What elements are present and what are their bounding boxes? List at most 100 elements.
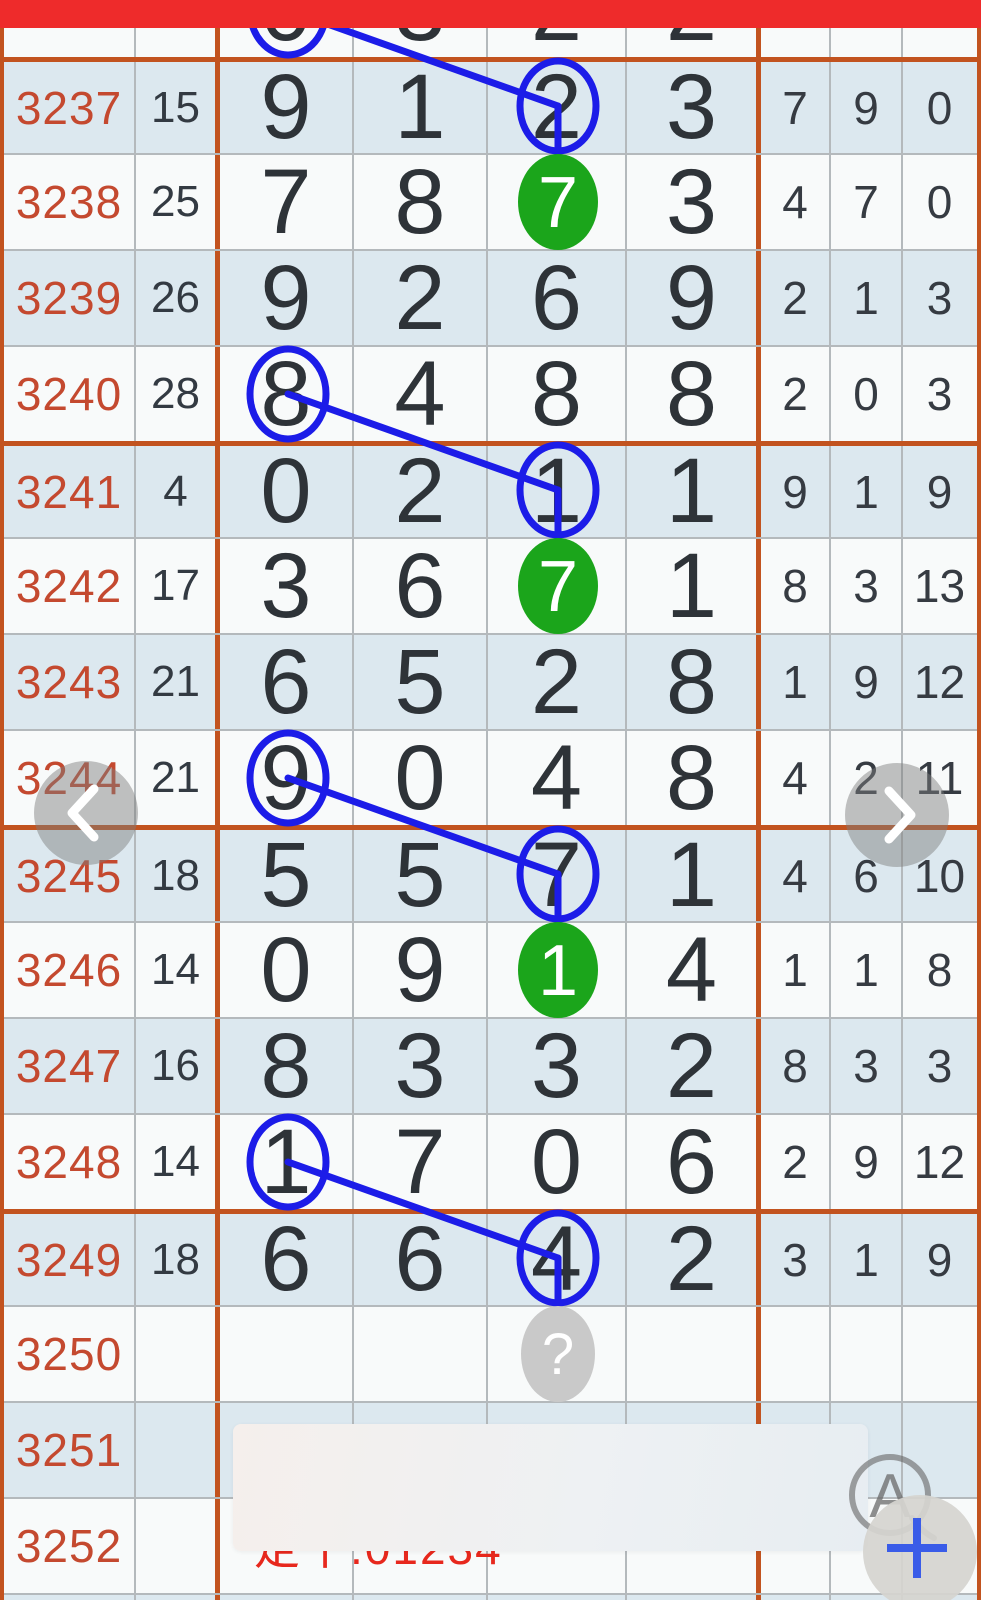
table-row: 3239 26 9 2 6 9 2 1 3 [4, 249, 977, 345]
stat-cell: 9 [761, 446, 831, 537]
digit-cell: 1 [488, 446, 627, 537]
digit-cell: 6 [220, 1214, 354, 1305]
digit-cell: 5 [220, 830, 354, 921]
stat-cell: 9 [926, 1233, 953, 1286]
table-row: 3243 21 6 5 2 8 1 9 12 [4, 633, 977, 729]
digit-cell: 7 [488, 155, 627, 249]
stat-cell: 2 [761, 1115, 831, 1209]
stat-cell: 2 [831, 731, 903, 825]
period-cell: 3245 [4, 830, 136, 921]
period-cell: 3239 [4, 251, 136, 345]
stat-cell: 0 [926, 81, 953, 134]
table-row: 3244 21 9 0 4 8 4 2 11 [4, 729, 977, 825]
period-cell: 3252 [4, 1499, 136, 1593]
stat-cell: 13 [913, 560, 966, 612]
stat-cell [761, 0, 831, 57]
sum-cell [136, 1595, 215, 1600]
chevron-right-icon [884, 786, 916, 844]
period-cell [4, 0, 136, 57]
digit-cell: 4 [488, 731, 627, 825]
digit-cell: 2 [665, 1019, 718, 1113]
stat-cell: 6 [831, 830, 903, 921]
digit-cell: 4 [665, 923, 718, 1017]
digit-cell: 9 [220, 62, 354, 153]
digit-cell: 6 [354, 1214, 488, 1305]
digit-cell [488, 1595, 627, 1600]
orange-divider [756, 251, 761, 345]
orange-divider [215, 1403, 220, 1497]
stat-cell: 1 [761, 635, 831, 729]
stat-cell: 8 [926, 944, 953, 996]
stat-cell: 3 [831, 1019, 903, 1113]
blank-overlay-panel [233, 1424, 868, 1551]
digit-cell: 4 [488, 1214, 627, 1305]
digit-cell: 7 [354, 1115, 488, 1209]
digit-cell: 0 [488, 1115, 627, 1209]
orange-divider [215, 539, 220, 633]
digit-cell: 0 [354, 731, 488, 825]
digit-cell: 1 [220, 1115, 354, 1209]
digit-cell: 8 [665, 347, 718, 441]
stat-cell: 3 [926, 272, 953, 324]
table-row: 3247 16 8 3 3 2 8 3 3 [4, 1017, 977, 1113]
sum-cell: 14 [151, 945, 200, 994]
period-cell: 3240 [4, 347, 136, 441]
stat-cell [831, 1307, 903, 1401]
digit-cell: 8 [220, 1019, 354, 1113]
stat-cell: 12 [913, 656, 966, 708]
stat-cell: 3 [831, 539, 903, 633]
period-cell: 3248 [4, 1115, 136, 1209]
orange-divider [215, 155, 220, 249]
orange-divider [756, 635, 761, 729]
stat-cell: 1 [831, 251, 903, 345]
digit-cell: 7 [488, 539, 627, 633]
orange-divider [215, 1499, 220, 1593]
orange-divider [756, 155, 761, 249]
digit-cell: 3 [665, 62, 718, 153]
digit-cell: 3 [354, 1019, 488, 1113]
digit-cell: 3 [220, 539, 354, 633]
stat-cell: 12 [913, 1136, 966, 1188]
period-cell: 3243 [4, 635, 136, 729]
digit-cell: 7 [220, 155, 354, 249]
digit-cell: 0 [220, 923, 354, 1017]
stat-cell: 8 [761, 1019, 831, 1113]
stat-cell: 11 [915, 752, 964, 804]
stat-cell: 3 [926, 368, 953, 420]
period-cell: 3238 [4, 155, 136, 249]
table-row: 3246140914118 [4, 921, 977, 1017]
digit-cell: 6 [665, 1115, 718, 1209]
orange-divider [756, 731, 761, 825]
digit-cell: 9 [220, 731, 354, 825]
period-cell: 3237 [4, 62, 136, 153]
stat-cell: 2 [761, 347, 831, 441]
floating-watermark-button[interactable]: A [830, 1430, 981, 1600]
orange-divider [215, 1307, 220, 1401]
prev-page-button[interactable] [34, 761, 138, 865]
period-cell: 3249 [4, 1214, 136, 1305]
digit-cell: 1 [665, 830, 718, 921]
orange-divider [215, 830, 220, 921]
orange-divider [756, 830, 761, 921]
period-cell [4, 1595, 136, 1600]
stat-cell: 4 [761, 731, 831, 825]
orange-divider [215, 62, 220, 153]
period-cell: 3246 [4, 923, 136, 1017]
orange-divider [756, 1595, 761, 1600]
digit-cell [488, 1307, 627, 1401]
sum-cell: 14 [151, 1137, 200, 1186]
next-page-button[interactable] [845, 763, 949, 867]
orange-divider [215, 0, 220, 57]
period-cell: 3241 [4, 446, 136, 537]
digit-cell [627, 1595, 756, 1600]
orange-divider [215, 1214, 220, 1305]
stat-cell: 9 [831, 62, 903, 153]
table-row: 3238257873470 [4, 153, 977, 249]
stat-cell: 9 [831, 1115, 903, 1209]
orange-divider [756, 923, 761, 1017]
period-cell: 3247 [4, 1019, 136, 1113]
stat-cell: 2 [761, 251, 831, 345]
stat-cell: 1 [831, 1214, 903, 1305]
period-cell: 3242 [4, 539, 136, 633]
